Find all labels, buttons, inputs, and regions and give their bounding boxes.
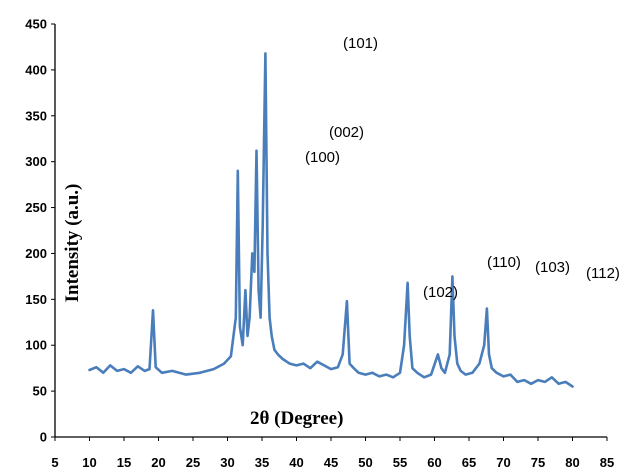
- y-tick-label: 300: [25, 154, 47, 169]
- axes: [54, 24, 607, 438]
- x-tick-label: 55: [393, 455, 407, 470]
- peak-label-102: (102): [423, 284, 458, 301]
- peak-label-002: (002): [329, 124, 364, 141]
- x-tick-label: 10: [82, 455, 96, 470]
- y-tick-label: 400: [25, 62, 47, 77]
- y-tick-label: 450: [25, 17, 47, 32]
- x-tick-label: 65: [462, 455, 476, 470]
- y-tick-label: 150: [25, 292, 47, 307]
- x-tick-label: 35: [255, 455, 269, 470]
- y-tick-labels: 0 50 100 150 200 250 300 350 400 450: [25, 17, 55, 445]
- x-tick-label: 30: [220, 455, 234, 470]
- series-layer: [88, 52, 574, 388]
- x-tick-label: 25: [186, 455, 200, 470]
- peak-label-100: (100): [305, 149, 340, 166]
- x-tick-label: 20: [151, 455, 165, 470]
- x-tick-label: 15: [117, 455, 131, 470]
- x-tick-label: 40: [289, 455, 303, 470]
- x-tick-label: 5: [51, 455, 58, 470]
- x-tick-label: 60: [427, 455, 441, 470]
- peak-label-110: (110): [487, 254, 521, 271]
- y-tick-label: 350: [25, 108, 47, 123]
- x-tick-label: 75: [531, 455, 545, 470]
- y-tick-label: 200: [25, 246, 47, 261]
- x-axis-title: 2θ (Degree): [250, 408, 343, 429]
- peak-label-112: (112): [586, 265, 620, 282]
- x-tick-label: 80: [565, 455, 579, 470]
- x-tick-labels: 5 10 15 20 25 30 35 40 45 50 55 60 65 70 75 80 85: [51, 437, 614, 470]
- x-tick-label: 70: [496, 455, 510, 470]
- y-tick-label: 250: [25, 200, 47, 215]
- y-axis-title: Intensity (a.u.): [62, 184, 83, 303]
- y-tick-label: 0: [40, 430, 47, 445]
- x-tick-label: 45: [324, 455, 338, 470]
- peak-label-101: (101): [343, 35, 378, 52]
- x-tick-label: 85: [600, 455, 614, 470]
- x-tick-label: 50: [358, 455, 372, 470]
- peak-label-103: (103): [535, 259, 570, 276]
- y-tick-label: 50: [33, 384, 47, 399]
- xrd-pattern-line: [88, 52, 574, 388]
- y-tick-label: 100: [25, 338, 47, 353]
